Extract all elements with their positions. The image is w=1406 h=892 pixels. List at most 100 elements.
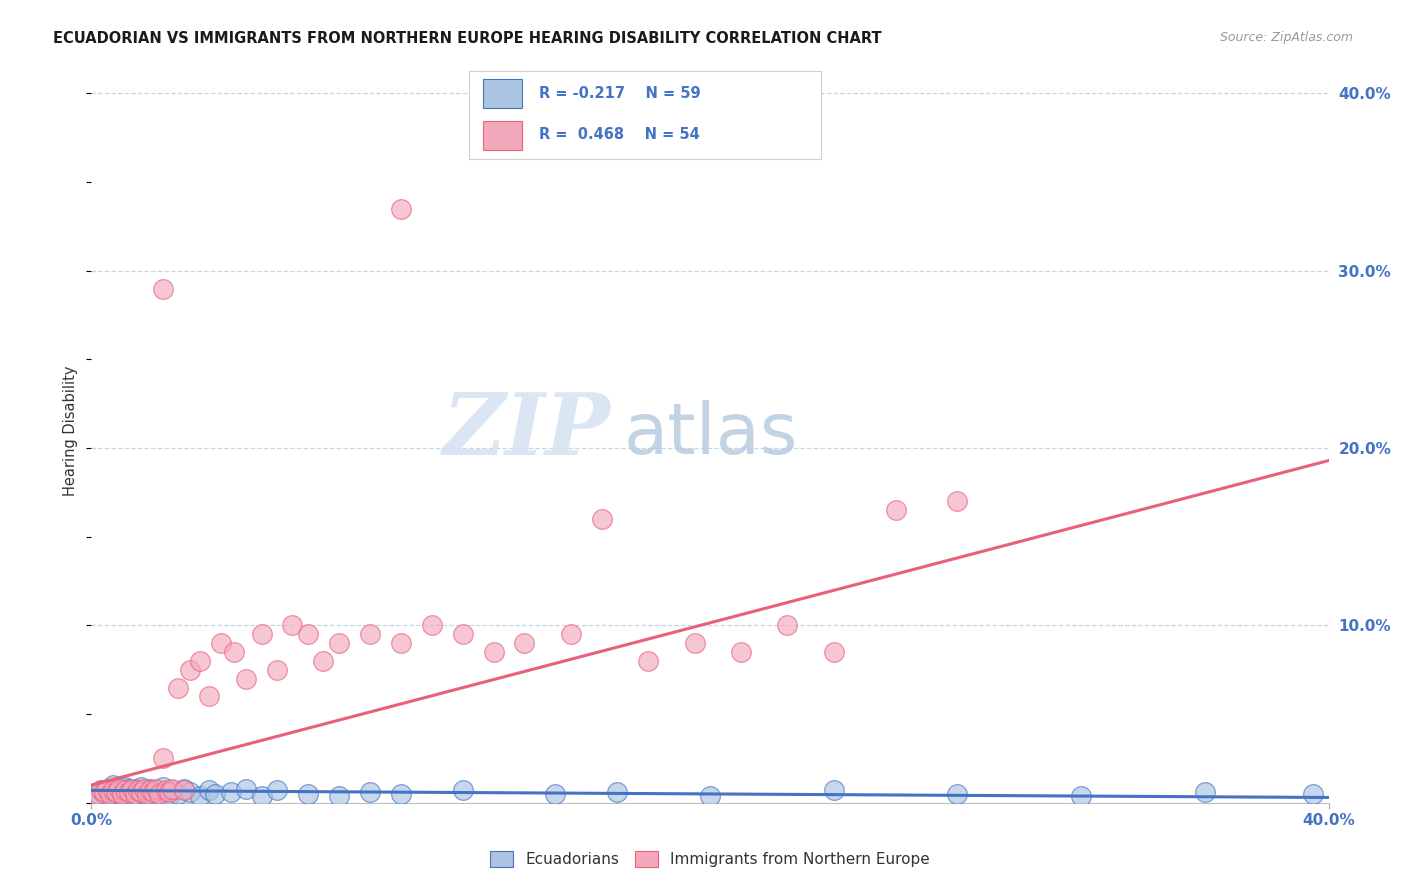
Point — [129, 785, 152, 799]
Point — [136, 787, 159, 801]
Point — [114, 787, 136, 801]
Point — [98, 790, 121, 805]
Point — [281, 618, 304, 632]
Point — [167, 787, 190, 801]
Point — [188, 789, 211, 803]
Point — [235, 781, 257, 796]
Point — [389, 636, 412, 650]
Point — [560, 627, 582, 641]
Point — [250, 627, 273, 641]
Point — [152, 751, 174, 765]
Point — [179, 663, 201, 677]
Point — [117, 781, 139, 796]
Point — [127, 789, 149, 803]
Point — [328, 789, 350, 803]
Point — [111, 783, 134, 797]
Point — [297, 627, 319, 641]
Point — [250, 789, 273, 803]
Point — [823, 783, 845, 797]
Point — [209, 636, 232, 650]
Legend: Ecuadorians, Immigrants from Northern Europe: Ecuadorians, Immigrants from Northern Eu… — [484, 845, 936, 873]
Point — [108, 780, 131, 794]
Point — [132, 781, 155, 796]
Point — [145, 781, 167, 796]
Point — [132, 787, 155, 801]
Point — [884, 503, 907, 517]
Point — [96, 785, 118, 799]
Point — [121, 789, 143, 803]
Point — [155, 783, 177, 797]
Point — [139, 781, 162, 796]
Point — [124, 787, 146, 801]
Point — [606, 785, 628, 799]
Point — [90, 783, 112, 797]
Point — [111, 787, 134, 801]
Point — [198, 783, 221, 797]
Point — [222, 645, 245, 659]
Point — [544, 787, 567, 801]
Point — [482, 645, 505, 659]
Point — [266, 783, 288, 797]
Point — [946, 494, 969, 508]
Point — [101, 783, 124, 797]
Point — [108, 781, 131, 796]
Point — [121, 781, 143, 796]
Point — [946, 787, 969, 801]
Point — [157, 789, 180, 803]
Point — [167, 681, 190, 695]
Point — [105, 781, 128, 796]
Point — [129, 783, 152, 797]
Point — [235, 672, 257, 686]
Point — [98, 781, 121, 796]
Point — [188, 654, 211, 668]
Point — [117, 785, 139, 799]
Point — [90, 783, 112, 797]
Point — [179, 785, 201, 799]
Point — [142, 785, 165, 799]
Point — [312, 654, 335, 668]
Point — [683, 636, 706, 650]
Point — [148, 787, 170, 801]
Point — [96, 781, 118, 796]
Point — [823, 645, 845, 659]
Point — [127, 783, 149, 797]
Point — [173, 781, 195, 796]
Point — [124, 787, 146, 801]
Point — [152, 281, 174, 295]
Text: atlas: atlas — [623, 400, 797, 468]
Point — [451, 627, 474, 641]
Point — [101, 778, 124, 792]
Point — [111, 789, 134, 803]
Point — [389, 787, 412, 801]
Point — [124, 781, 146, 796]
Point — [86, 789, 108, 803]
Point — [108, 785, 131, 799]
Point — [86, 787, 108, 801]
Point — [451, 783, 474, 797]
Point — [127, 785, 149, 799]
Point — [1302, 787, 1324, 801]
Point — [359, 785, 381, 799]
Point — [114, 780, 136, 794]
Point — [266, 663, 288, 677]
Point — [93, 787, 115, 801]
Point — [198, 690, 221, 704]
Point — [1194, 785, 1216, 799]
Point — [129, 780, 152, 794]
Point — [155, 785, 177, 799]
Point — [136, 785, 159, 799]
Point — [637, 654, 659, 668]
Point — [776, 618, 799, 632]
Text: ECUADORIAN VS IMMIGRANTS FROM NORTHERN EUROPE HEARING DISABILITY CORRELATION CHA: ECUADORIAN VS IMMIGRANTS FROM NORTHERN E… — [53, 31, 882, 46]
Point — [101, 783, 124, 797]
Point — [105, 785, 128, 799]
Point — [297, 787, 319, 801]
Point — [1070, 789, 1092, 803]
Point — [148, 787, 170, 801]
Text: ZIP: ZIP — [443, 389, 612, 472]
Point — [157, 785, 180, 799]
Point — [160, 783, 183, 797]
Point — [513, 636, 536, 650]
Point — [389, 202, 412, 216]
Text: Source: ZipAtlas.com: Source: ZipAtlas.com — [1219, 31, 1353, 45]
